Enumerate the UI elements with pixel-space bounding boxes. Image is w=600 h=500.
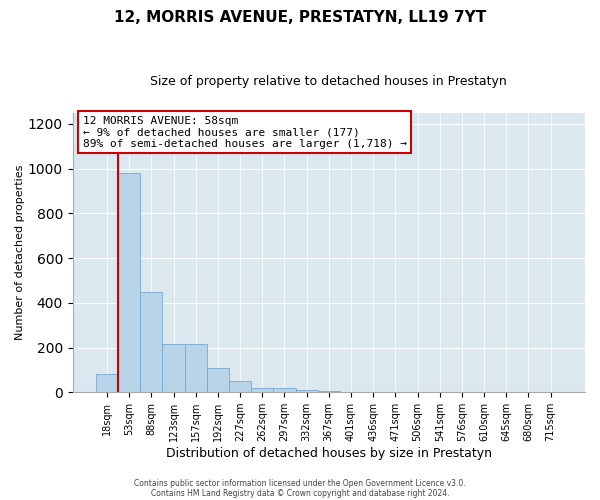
Bar xyxy=(251,388,274,392)
Bar xyxy=(229,381,251,392)
X-axis label: Distribution of detached houses by size in Prestatyn: Distribution of detached houses by size … xyxy=(166,447,492,460)
Text: 12, MORRIS AVENUE, PRESTATYN, LL19 7YT: 12, MORRIS AVENUE, PRESTATYN, LL19 7YT xyxy=(114,10,486,25)
Title: Size of property relative to detached houses in Prestatyn: Size of property relative to detached ho… xyxy=(151,75,507,88)
Bar xyxy=(318,391,340,392)
Y-axis label: Number of detached properties: Number of detached properties xyxy=(15,165,25,340)
Bar xyxy=(185,344,207,392)
Bar xyxy=(296,390,318,392)
Bar xyxy=(140,292,163,392)
Bar xyxy=(274,388,296,392)
Bar xyxy=(163,344,185,392)
Text: 12 MORRIS AVENUE: 58sqm
← 9% of detached houses are smaller (177)
89% of semi-de: 12 MORRIS AVENUE: 58sqm ← 9% of detached… xyxy=(83,116,407,149)
Bar xyxy=(118,173,140,392)
Bar xyxy=(207,368,229,392)
Text: Contains HM Land Registry data © Crown copyright and database right 2024.: Contains HM Land Registry data © Crown c… xyxy=(151,488,449,498)
Text: Contains public sector information licensed under the Open Government Licence v3: Contains public sector information licen… xyxy=(134,478,466,488)
Bar xyxy=(96,374,118,392)
